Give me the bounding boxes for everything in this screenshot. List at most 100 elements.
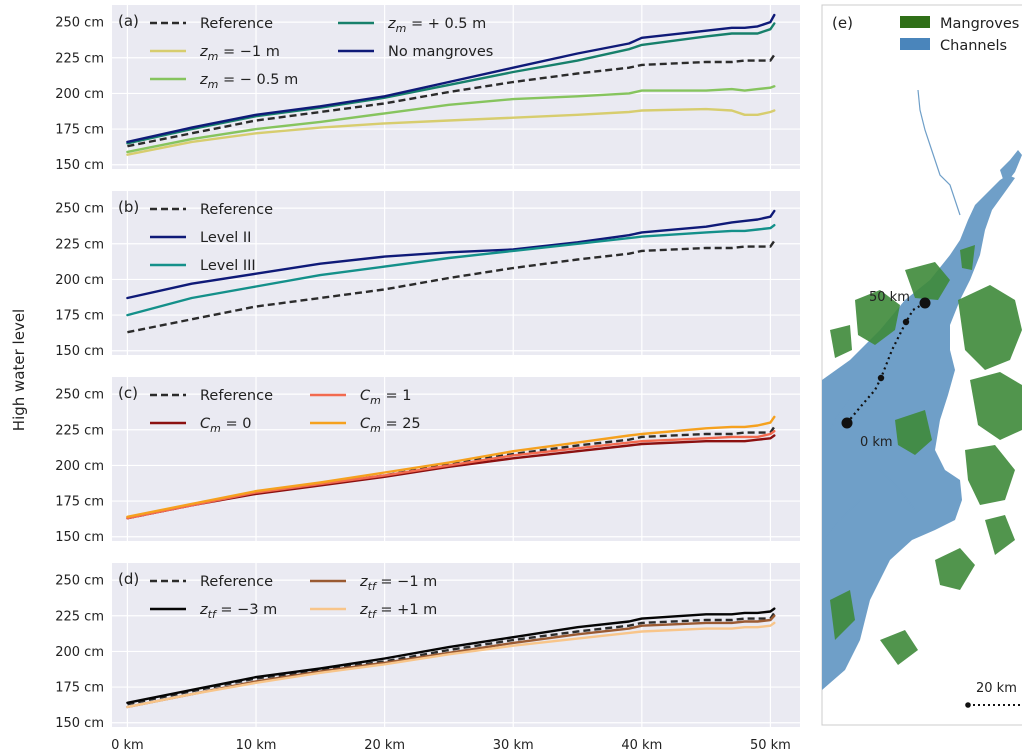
series-line-0 [127, 426, 776, 520]
transect-start-marker [841, 417, 853, 429]
x-tick-label: 50 km [750, 738, 791, 753]
y-tick-label: 150 cm [55, 158, 104, 173]
legend-label: Cm = 0 [200, 416, 251, 435]
mangrove-patch [895, 410, 932, 455]
legend-label: Reference [200, 202, 273, 218]
legend-label-mangroves: Mangroves [940, 16, 1019, 32]
series-line-4 [126, 13, 776, 144]
transect-end-label: 50 km [869, 290, 910, 305]
mangrove-patch [985, 515, 1015, 555]
x-tick-label: 30 km [493, 738, 534, 753]
y-tick-label: 175 cm [55, 681, 104, 696]
mangrove-patch [970, 372, 1022, 440]
legend-label: Cm = 1 [360, 388, 411, 407]
panel-label-e: (e) [832, 14, 853, 32]
y-tick-label: 150 cm [55, 530, 104, 545]
legend-label: Level III [200, 258, 256, 274]
legend-label: ztf = −1 m [359, 574, 437, 593]
map-panel: 0 km 50 km (e) Mangroves Channels 20 km [821, 4, 1022, 726]
y-tick-label: 150 cm [55, 344, 104, 359]
legend-swatch-channels [900, 38, 930, 50]
series-line-2 [126, 430, 776, 520]
series-line-2 [126, 85, 776, 154]
panel-b: 150 cm 175 cm 200 cm 225 cm 250 cm (b) Referen… [55, 191, 800, 359]
y-tick-label: 225 cm [55, 237, 104, 252]
series-line-3 [126, 415, 776, 518]
left-creek [824, 399, 916, 541]
y-tick-label: 200 cm [55, 645, 104, 660]
y-tick-label: 200 cm [55, 87, 104, 102]
legend-label: Level II [200, 230, 251, 246]
mangrove-patch [960, 245, 975, 270]
x-axis-ticks: 0 km 10 km 20 km 30 km 40 km 50 km [111, 738, 791, 753]
line-panels: 150 cm 175 cm 200 cm 225 cm 250 cm (a) Referen… [55, 5, 800, 731]
panel-d: 150 cm 175 cm 200 cm 225 cm 250 cm (d) Referen… [55, 563, 800, 731]
series-line-3 [126, 621, 776, 709]
y-axis-label: High water level [10, 309, 28, 431]
plot-background [112, 191, 800, 355]
y-tick-label: 200 cm [55, 273, 104, 288]
y-tick-label: 225 cm [55, 423, 104, 438]
y-tick-label: 250 cm [55, 388, 104, 403]
series-line-0 [127, 240, 776, 334]
legend-label: No mangroves [388, 44, 493, 60]
x-tick-label: 40 km [621, 738, 662, 753]
mangrove-patch [905, 262, 950, 300]
legend-swatch-mangroves [900, 16, 930, 28]
transect-line [846, 302, 926, 424]
legend-label: zm = − 0.5 m [199, 72, 298, 91]
y-tick-label: 250 cm [55, 16, 104, 31]
series-line-1 [126, 434, 776, 520]
series-line-2 [126, 614, 776, 709]
mangrove-patches [830, 245, 1022, 665]
mangrove-patch [855, 290, 900, 345]
y-tick-label: 250 cm [55, 574, 104, 589]
legend-label: zm = −1 m [199, 44, 280, 63]
panel-label: (c) [118, 384, 138, 402]
main-channel [1000, 150, 1022, 185]
mangrove-patch [830, 590, 855, 640]
y-tick-label: 225 cm [55, 609, 104, 624]
scalebar-end [965, 702, 971, 708]
mangrove-patch [830, 325, 852, 358]
series-line-2 [126, 224, 776, 317]
x-tick-label: 10 km [236, 738, 277, 753]
y-tick-label: 175 cm [55, 309, 104, 324]
legend-label: Cm = 25 [360, 416, 421, 435]
panel-c: 150 cm 175 cm 200 cm 225 cm 250 cm (c) Referen… [55, 377, 800, 545]
legend-label: ztf = +1 m [359, 602, 437, 621]
series-line-3 [126, 22, 776, 145]
transect-end-marker [919, 297, 931, 309]
legend-label: Reference [200, 16, 273, 32]
series-line-0 [127, 612, 776, 706]
legend-label: ztf = −3 m [199, 602, 277, 621]
mangrove-patch [880, 630, 918, 665]
series-line-0 [127, 54, 776, 148]
panel-label: (b) [118, 198, 139, 216]
mangrove-patch [935, 548, 975, 590]
transect-marker [877, 374, 885, 382]
x-tick-label: 20 km [364, 738, 405, 753]
upper-river [917, 89, 961, 216]
plot-background [112, 377, 800, 541]
scalebar-label: 20 km [976, 681, 1017, 696]
y-tick-label: 250 cm [55, 202, 104, 217]
y-tick-label: 150 cm [55, 716, 104, 731]
transect-marker [902, 318, 910, 326]
series-line-1 [126, 607, 776, 704]
y-tick-label: 175 cm [55, 495, 104, 510]
legend-label: Reference [200, 574, 273, 590]
legend-label: Reference [200, 388, 273, 404]
x-tick-label: 0 km [111, 738, 144, 753]
panel-label: (d) [118, 570, 139, 588]
transect-start-label: 0 km [860, 435, 893, 450]
series-line-1 [126, 209, 776, 300]
y-tick-label: 225 cm [55, 51, 104, 66]
panel-a: 150 cm 175 cm 200 cm 225 cm 250 cm (a) Referen… [55, 5, 800, 173]
mangrove-patch [965, 445, 1015, 505]
y-tick-label: 200 cm [55, 459, 104, 474]
mangrove-patch [958, 285, 1022, 370]
legend-label: zm = + 0.5 m [387, 16, 486, 35]
legend-label-channels: Channels [940, 38, 1007, 54]
